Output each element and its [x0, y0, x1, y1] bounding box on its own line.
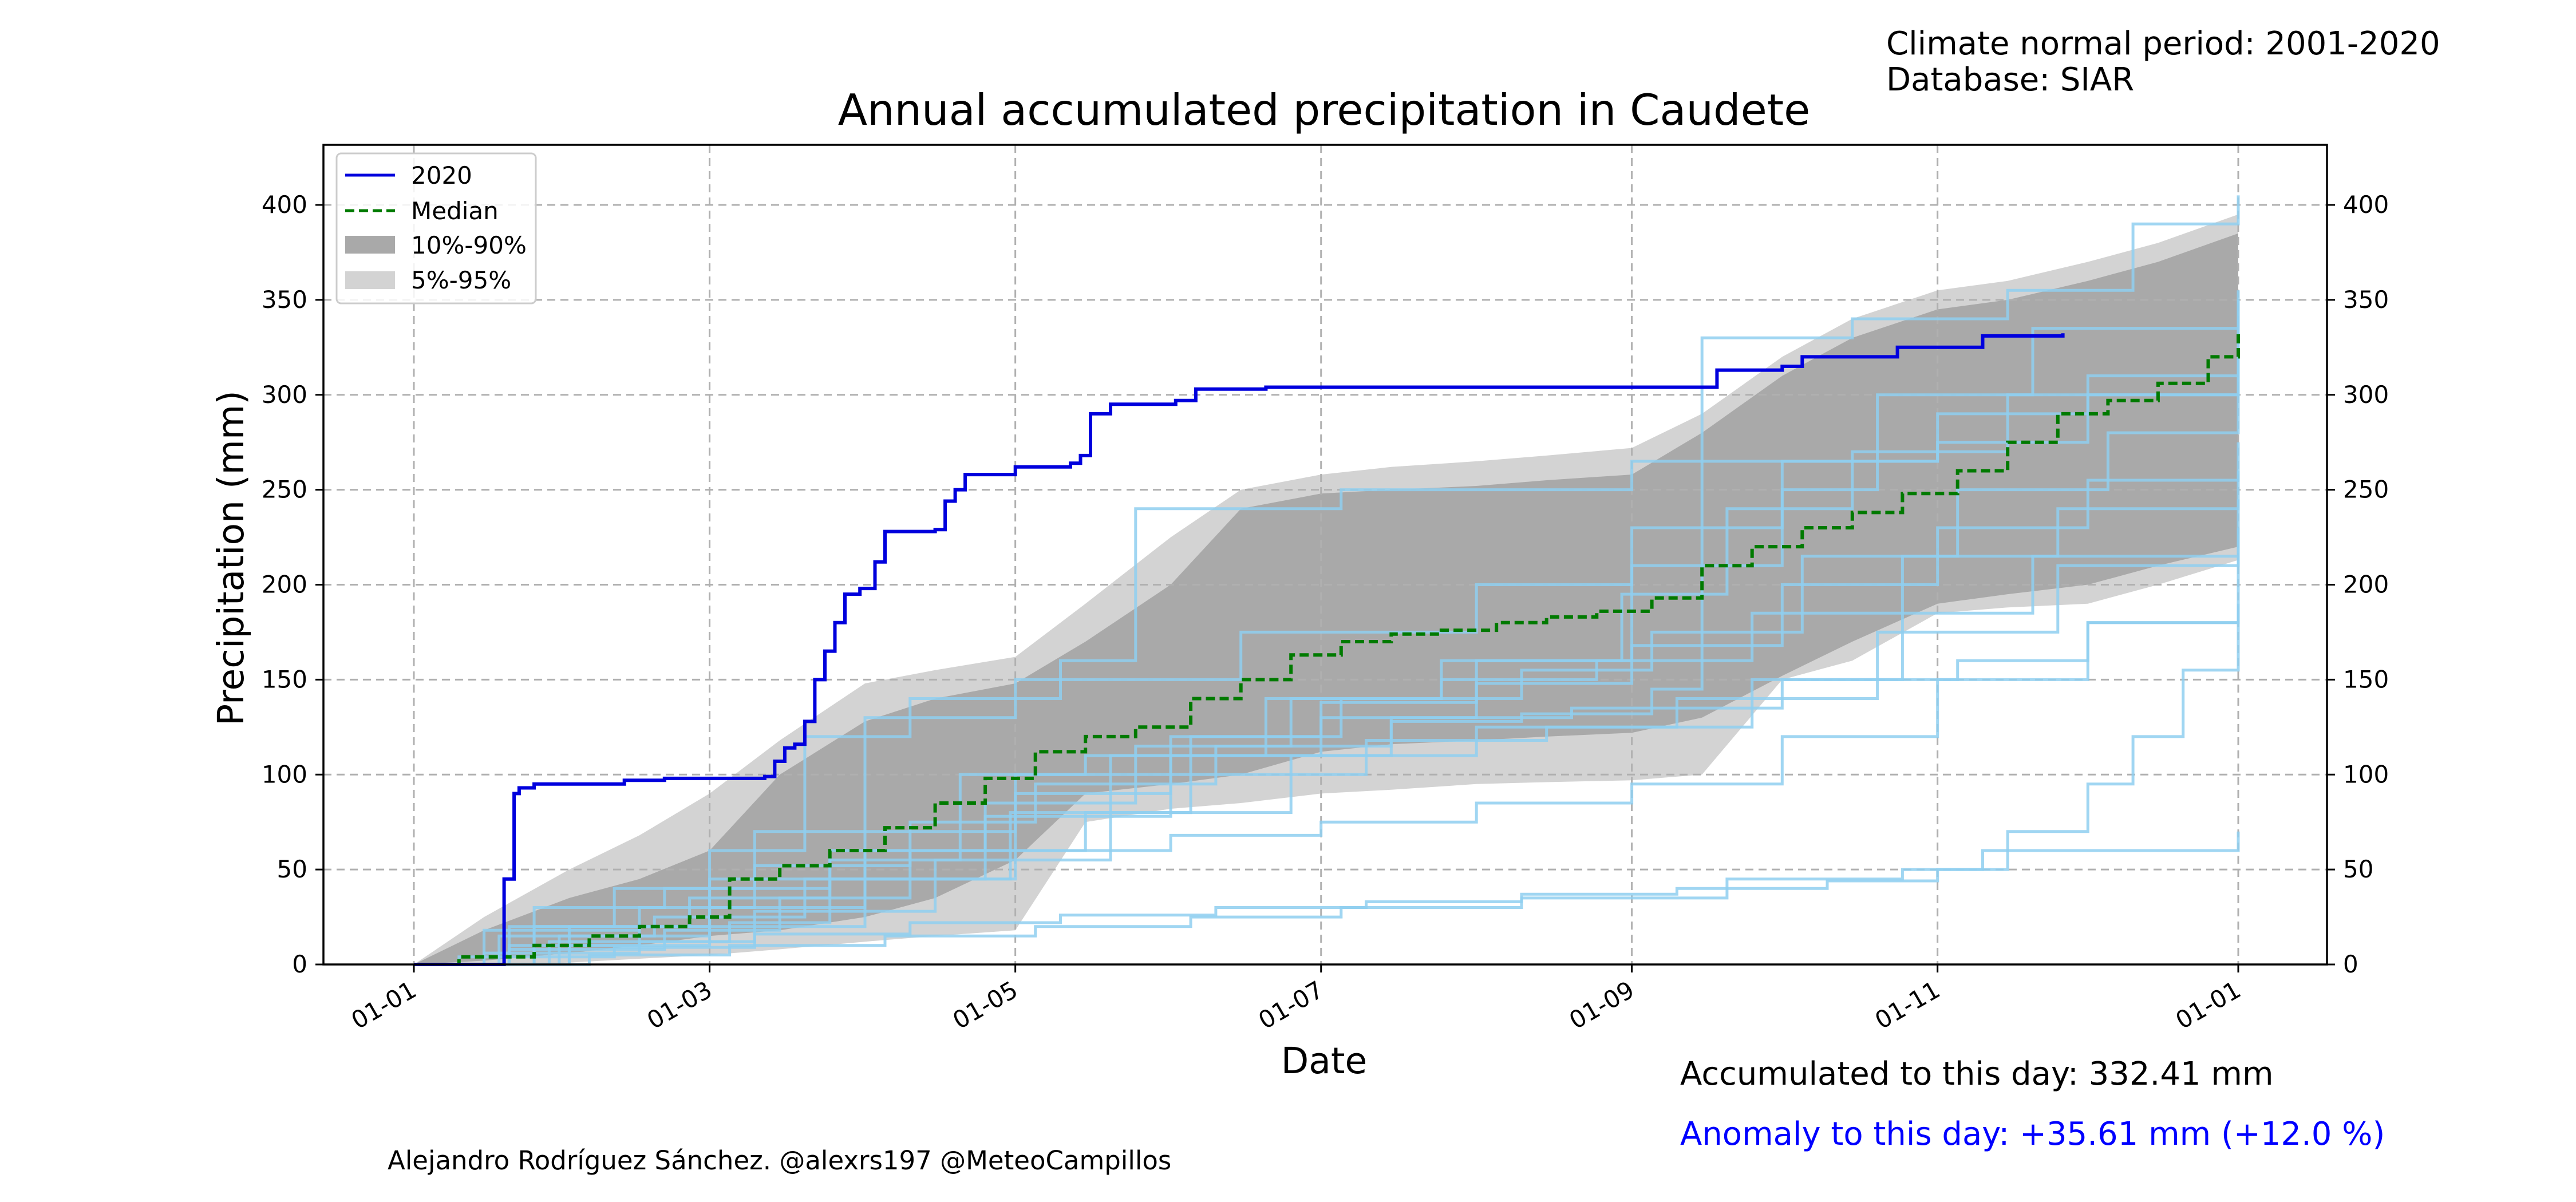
band-10-to-90	[414, 233, 2238, 964]
y-tick-label-left: 150	[262, 665, 307, 693]
historical-year-line-14	[414, 357, 2240, 966]
y-axis-label: Precipitation (mm)	[210, 390, 252, 726]
legend-label-10-90: 10%-90%	[411, 231, 527, 259]
y-tick-label-left: 400	[262, 191, 307, 219]
database-note: Database: SIAR	[1886, 61, 2134, 98]
anomaly-note: Anomaly to this day: +35.61 mm (+12.0 %)	[1680, 1116, 2385, 1153]
legend-label-2020: 2020	[411, 161, 472, 189]
y-tick-label-right: 50	[2343, 855, 2373, 883]
y-tick-label-right: 200	[2343, 571, 2389, 599]
x-axis-label: Date	[1281, 1040, 1368, 1082]
y-tick-label-right: 0	[2343, 950, 2358, 978]
series-2020-line	[414, 333, 2065, 966]
y-tick-label-right: 350	[2343, 286, 2389, 314]
historical-year-line-13	[414, 556, 2240, 966]
legend-swatch-5-95	[345, 271, 395, 289]
y-tick-label-left: 300	[262, 381, 307, 409]
y-tick-label-left: 250	[262, 476, 307, 504]
historical-year-line-9	[414, 470, 2240, 966]
y-tick-label-right: 300	[2343, 381, 2389, 409]
historical-year-lines	[414, 195, 2240, 966]
historical-year-line-8	[414, 603, 2240, 966]
median-line	[414, 330, 2240, 966]
accumulated-note: Accumulated to this day: 332.41 mm	[1680, 1055, 2274, 1093]
y-tick-label-left: 0	[292, 950, 307, 978]
y-tick-label-right: 100	[2343, 760, 2389, 788]
current-year-line-group	[414, 333, 2065, 966]
normal-period-note: Climate normal period: 2001-2020	[1886, 25, 2440, 62]
author-credit: Alejandro Rodríguez Sánchez. @alexrs197 …	[388, 1145, 1171, 1176]
median-line-group	[414, 330, 2240, 966]
legend: 2020 Median 10%-90% 5%-95%	[335, 152, 537, 305]
percentile-bands	[414, 214, 2238, 965]
historical-year-line-11	[414, 299, 2240, 966]
y-tick-label-left: 50	[277, 855, 307, 883]
plot-frame	[322, 144, 2328, 966]
legend-swatch-10-90	[345, 236, 395, 254]
legend-label-5-95: 5%-95%	[411, 266, 511, 294]
y-tick-label-left: 200	[262, 571, 307, 599]
axes	[322, 144, 2328, 966]
legend-box	[335, 152, 537, 305]
y-tick-label-right: 250	[2343, 476, 2389, 504]
historical-year-line-10	[414, 442, 2240, 966]
legend-label-median: Median	[411, 197, 499, 225]
y-tick-label-right: 400	[2343, 191, 2389, 219]
historical-year-line-6	[414, 528, 2240, 966]
chart-title: Annual accumulated precipitation in Caud…	[838, 85, 1811, 135]
y-tick-label-right: 150	[2343, 665, 2389, 693]
y-tick-label-left: 350	[262, 286, 307, 314]
y-tick-label-left: 100	[262, 760, 307, 788]
